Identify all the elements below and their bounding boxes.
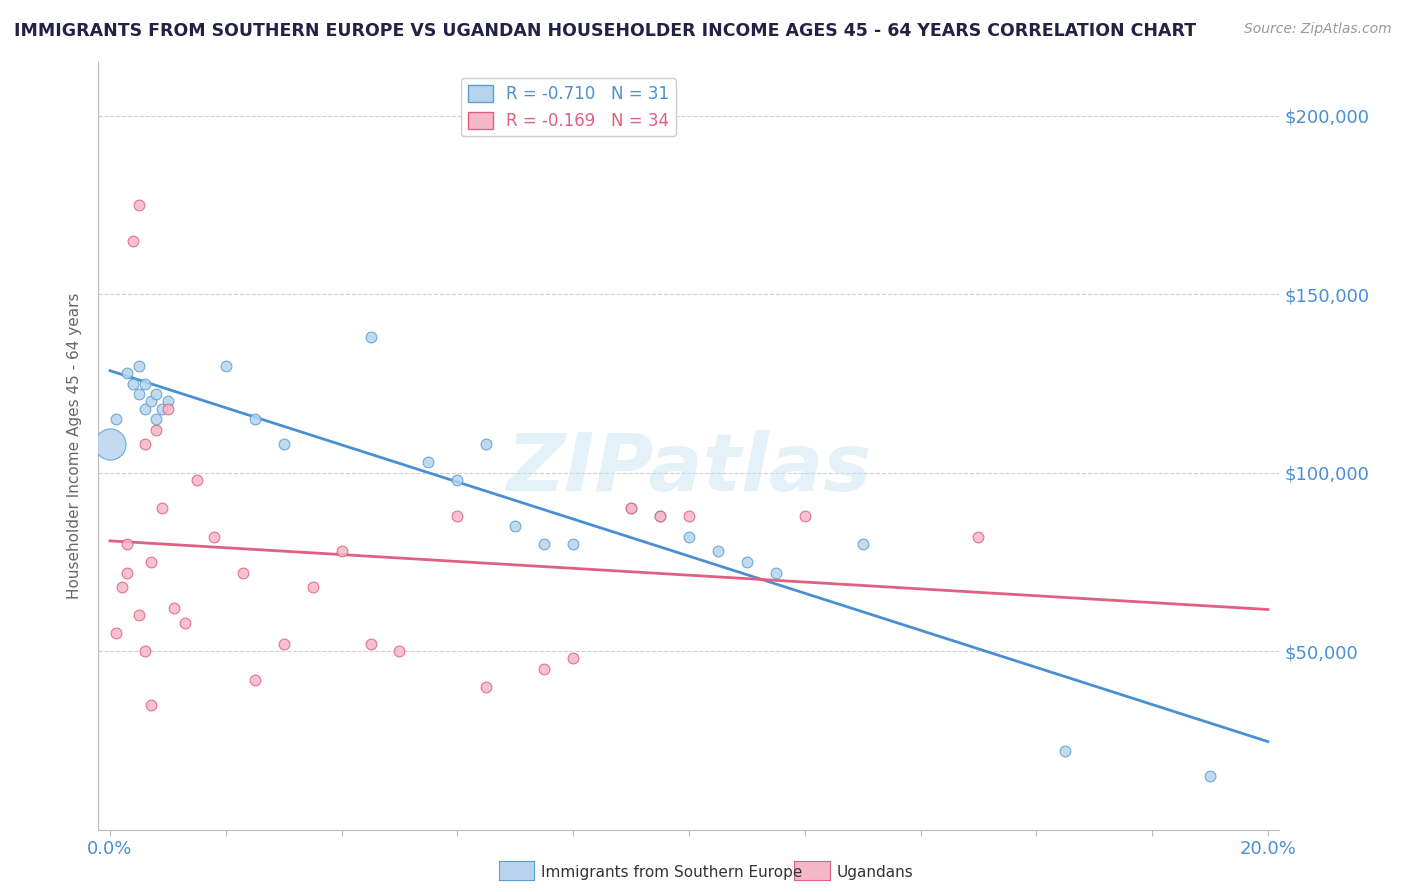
Y-axis label: Householder Income Ages 45 - 64 years: Householder Income Ages 45 - 64 years xyxy=(67,293,83,599)
Text: IMMIGRANTS FROM SOUTHERN EUROPE VS UGANDAN HOUSEHOLDER INCOME AGES 45 - 64 YEARS: IMMIGRANTS FROM SOUTHERN EUROPE VS UGAND… xyxy=(14,22,1197,40)
Point xyxy=(139,698,162,712)
Point xyxy=(446,473,468,487)
Text: Immigrants from Southern Europe: Immigrants from Southern Europe xyxy=(541,865,803,880)
Point xyxy=(232,566,254,580)
Point xyxy=(475,437,498,451)
Point xyxy=(145,412,167,426)
Point xyxy=(145,387,167,401)
Point xyxy=(134,644,156,658)
Point xyxy=(852,537,875,551)
Point xyxy=(104,626,127,640)
Point xyxy=(533,662,555,676)
Point xyxy=(273,437,295,451)
Point xyxy=(360,637,382,651)
Text: ZIPatlas: ZIPatlas xyxy=(506,430,872,508)
Point xyxy=(475,680,498,694)
Text: Source: ZipAtlas.com: Source: ZipAtlas.com xyxy=(1244,22,1392,37)
Point xyxy=(273,637,295,651)
Point xyxy=(156,401,179,416)
Legend: R = -0.710   N = 31, R = -0.169   N = 34: R = -0.710 N = 31, R = -0.169 N = 34 xyxy=(461,78,676,136)
Point xyxy=(145,423,167,437)
Point xyxy=(139,555,162,569)
Point xyxy=(134,401,156,416)
Point xyxy=(202,530,225,544)
Point xyxy=(128,359,150,373)
Point xyxy=(1054,744,1077,758)
Point xyxy=(122,376,145,391)
Point xyxy=(104,412,127,426)
Point xyxy=(562,537,585,551)
Point xyxy=(128,387,150,401)
Point xyxy=(648,508,671,523)
Point xyxy=(533,537,555,551)
Point xyxy=(215,359,238,373)
Point xyxy=(243,673,266,687)
Point xyxy=(117,366,139,380)
Point xyxy=(793,508,815,523)
Point xyxy=(117,537,139,551)
Point xyxy=(967,530,990,544)
Point xyxy=(117,566,139,580)
Point xyxy=(98,437,121,451)
Point xyxy=(678,530,700,544)
Point xyxy=(134,376,156,391)
Point xyxy=(388,644,411,658)
Point xyxy=(128,198,150,212)
Point xyxy=(648,508,671,523)
Point xyxy=(765,566,787,580)
Point xyxy=(186,473,208,487)
Point xyxy=(620,501,643,516)
Point xyxy=(678,508,700,523)
Point xyxy=(1199,769,1222,783)
Point xyxy=(150,401,173,416)
Point xyxy=(330,544,353,558)
Text: Ugandans: Ugandans xyxy=(837,865,914,880)
Point xyxy=(620,501,643,516)
Point xyxy=(122,234,145,248)
Point xyxy=(418,455,440,469)
Point xyxy=(707,544,730,558)
Point xyxy=(110,580,132,594)
Point xyxy=(174,615,197,630)
Point xyxy=(360,330,382,344)
Point xyxy=(301,580,323,594)
Point xyxy=(139,394,162,409)
Point xyxy=(735,555,758,569)
Point xyxy=(503,519,526,533)
Point xyxy=(156,394,179,409)
Point xyxy=(134,437,156,451)
Point xyxy=(446,508,468,523)
Point xyxy=(562,651,585,665)
Point xyxy=(150,501,173,516)
Point xyxy=(128,608,150,623)
Point xyxy=(163,601,186,615)
Point xyxy=(243,412,266,426)
